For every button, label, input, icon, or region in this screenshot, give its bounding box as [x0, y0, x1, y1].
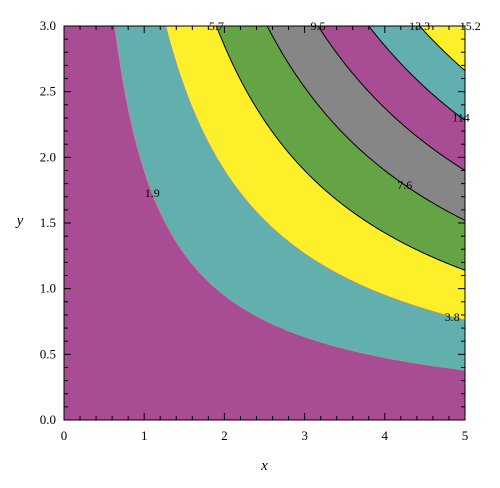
- contour-bands: [64, 26, 465, 420]
- x-tick-label: 3: [301, 428, 308, 443]
- contour-line-2: [215, 26, 465, 271]
- y-tick-label: 2.0: [40, 149, 56, 164]
- x-tick-label: 1: [141, 428, 148, 443]
- contour-label-3: 7.6: [397, 178, 412, 192]
- contour-line-1: [165, 26, 465, 321]
- y-tick-label: 2.5: [40, 84, 56, 99]
- contour-line-0: [114, 26, 465, 371]
- tick-labels: 0 1 2 3 4 5 0.0 0.5 1.0 1.5 2.0 2.5 3.0: [40, 18, 469, 443]
- y-tick-label: 0.5: [40, 346, 56, 361]
- x-axis-title: x: [260, 458, 268, 474]
- x-tick-label: 5: [462, 428, 469, 443]
- y-tick-label: 0.0: [40, 412, 56, 427]
- contour-label-1: 3.8: [445, 310, 460, 324]
- x-tick-label: 2: [221, 428, 228, 443]
- contour-label-0: 1.9: [145, 186, 160, 200]
- y-tick-label: 1.5: [40, 215, 56, 230]
- y-axis-title: y: [15, 213, 24, 229]
- band-6: [368, 26, 465, 121]
- y-tick-label: 1.0: [40, 281, 56, 296]
- contour-line-6: [419, 26, 465, 72]
- x-tick-label: 0: [61, 428, 68, 443]
- y-tick-label: 3.0: [40, 18, 56, 33]
- contour-line-4: [317, 26, 465, 171]
- contour-line-5: [368, 26, 465, 121]
- x-tick-label: 4: [382, 428, 389, 443]
- contour-line-3: [266, 26, 465, 221]
- contour-lines: [114, 26, 465, 371]
- axis-ticks: [63, 25, 466, 421]
- band-7: [419, 26, 465, 71]
